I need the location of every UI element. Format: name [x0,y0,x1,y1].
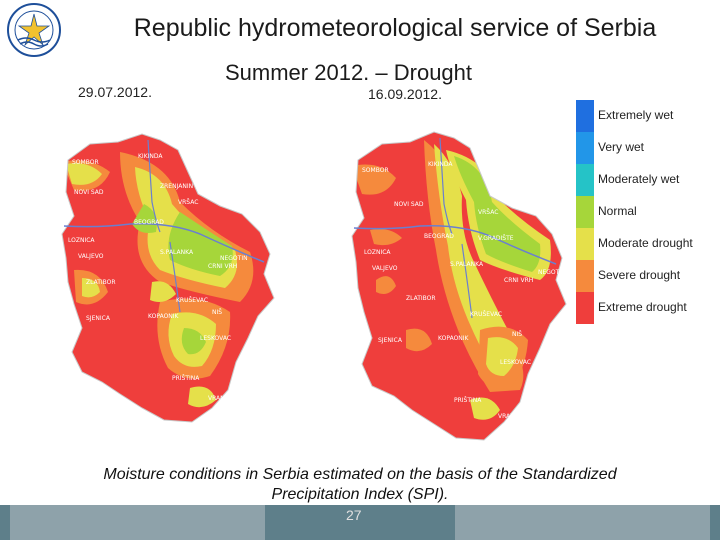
city-label: LESKOVAC [200,335,231,342]
legend-label: Normal [598,204,637,218]
legend-swatch [576,196,594,228]
legend-item: Severe drought [576,260,712,292]
map-caption: Moisture conditions in Serbia estimated … [40,465,680,505]
legend-label: Moderate drought [598,236,693,250]
city-label: NEGOTIN [538,269,566,276]
legend-swatch [576,100,594,132]
city-label: VRANJE [498,413,520,420]
city-label: KRUŠEVAC [176,297,208,304]
page-title: Republic hydrometeorological service of … [133,14,657,42]
city-label: VALJEVO [78,253,104,260]
legend-item: Moderate drought [576,228,712,260]
caption-line-1: Moisture conditions in Serbia estimated … [103,466,617,483]
legend-swatch [576,292,594,324]
city-label: VRANJE [208,395,230,402]
rhmz-logo-icon [7,3,61,57]
legend-label: Severe drought [598,268,681,282]
city-label: BEOGRAD [134,219,164,226]
city-label: V.GRADIŠTE [478,235,514,242]
footer-bar [0,505,720,540]
date-right-label: 16.09.2012. [368,86,442,102]
city-label: SOMBOR [72,159,99,166]
legend-swatch [576,164,594,196]
city-label: CRNI VRH [504,277,533,284]
city-label: KOPAONIK [438,335,470,342]
legend-item: Moderately wet [576,164,712,196]
city-label: NOVI SAD [74,189,104,196]
city-label: S.PALANKA [450,261,484,268]
spi-legend: Extremely wet Very wet Moderately wet No… [576,100,712,326]
city-label: KIKINDA [138,153,163,160]
city-label: PRIŠTINA [172,375,200,382]
city-label: LOZNICA [68,237,95,244]
city-label: BEOGRAD [424,233,454,240]
city-label: SJENICA [86,315,111,322]
spi-map-right: SOMBOR KIKINDA NOVI SAD VRŠAC BEOGRAD V.… [351,131,567,441]
city-label: LESKOVAC [500,359,531,366]
legend-label: Very wet [598,140,645,154]
page-subtitle: Summer 2012. – Drought [225,60,473,85]
city-label: NIŠ [512,331,522,338]
legend-label: Extreme drought [598,300,687,314]
legend-label: Moderately wet [598,172,680,186]
caption-line-2: Precipitation Index (SPI). [271,486,449,503]
legend-item: Extremely wet [576,100,712,132]
legend-item: Extreme drought [576,292,712,324]
city-label: S.PALANKA [160,249,194,256]
legend-swatch [576,132,594,164]
city-label: SOMBOR [362,167,389,174]
city-label: ZLATIBOR [86,279,116,286]
city-label: NEGOTIN [220,255,248,262]
footer-left-block [10,505,265,540]
legend-swatch [576,260,594,292]
page-number: 27 [346,507,362,523]
city-label: KRUŠEVAC [470,311,502,318]
city-label: ZRENJANIN [160,183,193,190]
city-label: NIŠ [212,309,222,316]
legend-swatch [576,228,594,260]
legend-item: Very wet [576,132,712,164]
city-label: SJENICA [378,337,403,344]
footer-right-block [455,505,710,540]
city-label: CRNI VRH [208,263,237,270]
date-left-label: 29.07.2012. [78,84,152,100]
city-label: KIKINDA [428,161,453,168]
city-label: ZLATIBOR [406,295,436,302]
city-label: VRŠAC [478,209,498,216]
city-label: PRIŠTINA [454,397,482,404]
legend-item: Normal [576,196,712,228]
city-label: NOVI SAD [394,201,424,208]
city-label: KOPAONIK [148,313,180,320]
spi-map-left: SOMBOR KIKINDA NOVI SAD ZRENJANIN VRŠAC … [61,133,275,423]
city-label: VALJEVO [372,265,398,272]
city-label: VRŠAC [178,199,198,206]
legend-label: Extremely wet [598,108,674,122]
city-label: LOZNICA [364,249,391,256]
